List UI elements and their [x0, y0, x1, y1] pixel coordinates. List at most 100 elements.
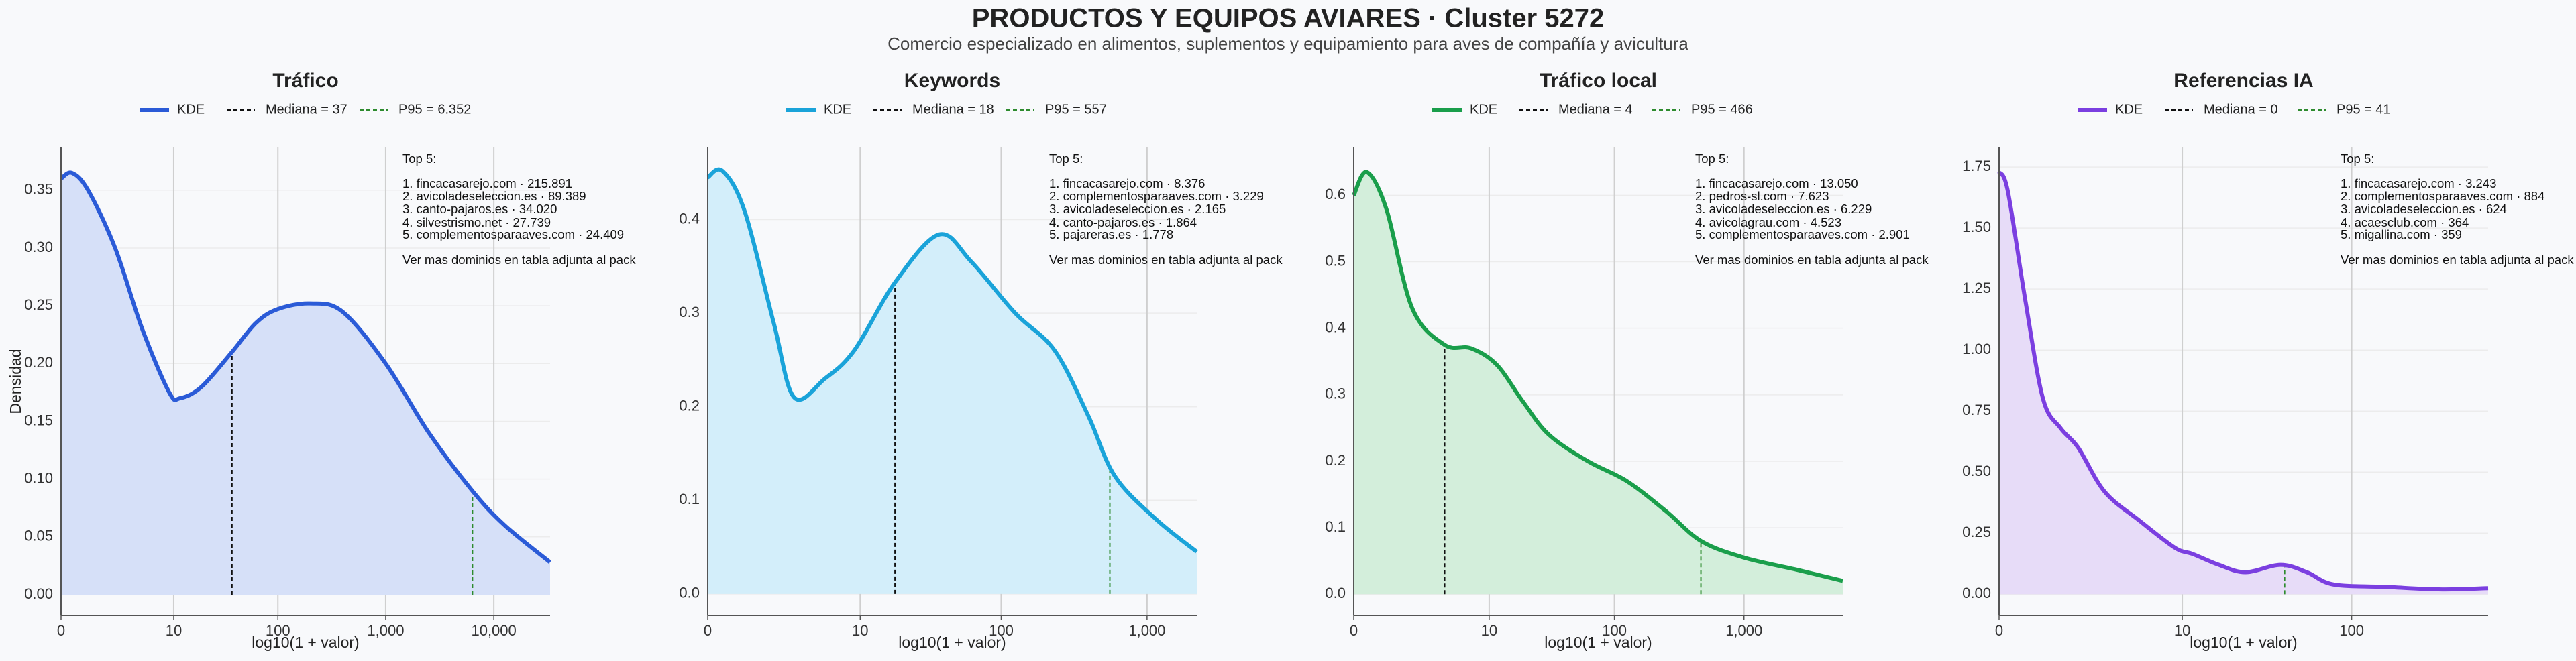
panel-title: Referencias IA: [2174, 70, 2313, 92]
kde-line: [1997, 170, 2489, 592]
annotation-line: 2. complementosparaaves.com · 3.229: [1049, 189, 1264, 203]
y-tick-label: 1.00: [1962, 341, 1991, 357]
kde-line: [60, 170, 551, 564]
legend-label: KDE: [177, 102, 205, 117]
y-tick-label: 0.25: [24, 296, 53, 313]
annotation-line: Top 5:: [1695, 152, 1729, 166]
y-tick-label: 0.6: [1325, 186, 1346, 202]
y-tick-label: 1.50: [1962, 219, 1991, 235]
y-tick-label: 0.30: [24, 239, 53, 255]
annotation-line: 1. fincacasarejo.com · 3.243: [2341, 176, 2496, 190]
annotation-line: Top 5:: [2341, 152, 2374, 166]
annotation-line: Ver mas dominios en tabla adjunta al pac…: [2341, 253, 2574, 267]
annotation-line: 2. avicoladeseleccion.es · 89.389: [402, 189, 586, 203]
legend-label: KDE: [1470, 102, 1497, 117]
kde-line: [706, 167, 1198, 554]
legend-label: Mediana = 37: [266, 102, 347, 117]
y-tick-label: 0.15: [24, 412, 53, 428]
x-tick-label: 1,000: [1725, 622, 1762, 639]
y-axis-label: Densidad: [7, 349, 24, 414]
y-tick-label: 0.2: [1325, 452, 1346, 469]
annotation-line: 1. fincacasarejo.com · 8.376: [1049, 176, 1205, 190]
y-tick-label: 0.25: [1962, 524, 1991, 540]
x-tick-label: 0: [1350, 622, 1358, 639]
panel-title: Keywords: [904, 70, 1000, 92]
x-tick-label: 10: [1481, 622, 1497, 639]
annotation-line: Top 5:: [402, 152, 436, 166]
legend-label: P95 = 41: [2337, 102, 2391, 117]
x-tick-label: 0: [57, 622, 65, 639]
y-tick-label: 0.0: [679, 585, 700, 601]
y-tick-label: 0.3: [1325, 385, 1346, 402]
annotation-line: Ver mas dominios en tabla adjunta al pac…: [1049, 253, 1283, 267]
annotation-line: 5. complementosparaaves.com · 24.409: [402, 227, 624, 241]
y-tick-label: 0.4: [1325, 318, 1346, 335]
x-tick-label: 10,000: [471, 622, 516, 639]
annotation-line: 5. migallina.com · 359: [2341, 227, 2462, 241]
x-tick-label: 0: [1995, 622, 2003, 639]
y-tick-label: 0.1: [1325, 518, 1346, 535]
annotation-line: 5. pajareras.es · 1.778: [1049, 227, 1173, 241]
annotation-line: 4. canto-pajaros.es · 1.864: [1049, 215, 1197, 229]
annotation-line: 4. avicolagrau.com · 4.523: [1695, 215, 1841, 229]
y-tick-label: 0.1: [679, 491, 700, 507]
y-tick-label: 0.35: [24, 181, 53, 198]
legend-label: P95 = 557: [1045, 102, 1107, 117]
annotation-line: 1. fincacasarejo.com · 215.891: [402, 176, 572, 190]
legend-label: KDE: [824, 102, 851, 117]
page-title: PRODUCTOS Y EQUIPOS AVIARES · Cluster 52…: [972, 4, 1605, 34]
annotation-line: 2. complementosparaaves.com · 884: [2341, 189, 2544, 203]
annotation-line: Ver mas dominios en tabla adjunta al pac…: [402, 253, 636, 267]
legend-label: P95 = 466: [1691, 102, 1753, 117]
y-tick-label: 0.3: [679, 304, 700, 320]
y-tick-label: 0.05: [24, 528, 53, 544]
annotation-line: 2. pedros-sl.com · 7.623: [1695, 189, 1829, 203]
panel-title: Tráfico local: [1540, 70, 1657, 92]
annotation-line: 3. canto-pajaros.es · 34.020: [402, 202, 557, 216]
x-tick-label: 1,000: [367, 622, 404, 639]
legend-label: KDE: [2115, 102, 2143, 117]
panel-title: Tráfico: [272, 70, 338, 92]
page-subtitle: Comercio especializado en alimentos, sup…: [888, 34, 1688, 54]
annotation-line: 4. acaesclub.com · 364: [2341, 215, 2469, 229]
y-tick-label: 0.00: [1962, 585, 1991, 601]
kde-area: [61, 172, 550, 595]
kde-area: [708, 169, 1197, 594]
x-tick-label: 0: [704, 622, 712, 639]
x-axis-label: log10(1 + valor): [2190, 634, 2297, 651]
y-tick-label: 0.20: [24, 354, 53, 371]
annotation-line: 3. avicoladeseleccion.es · 2.165: [1049, 202, 1226, 216]
y-tick-label: 0.75: [1962, 402, 1991, 418]
legend-label: Mediana = 0: [2204, 102, 2278, 117]
annotation-line: Top 5:: [1049, 152, 1083, 166]
x-axis-label: log10(1 + valor): [898, 634, 1006, 651]
x-tick-label: 100: [1602, 622, 1627, 639]
x-tick-label: 10: [2174, 622, 2190, 639]
y-tick-label: 0.00: [24, 585, 53, 602]
y-tick-label: 0.10: [24, 469, 53, 486]
y-tick-label: 0.0: [1325, 585, 1346, 601]
annotation-line: 3. avicoladeseleccion.es · 6.229: [1695, 202, 1872, 216]
annotation-line: 5. complementosparaaves.com · 2.901: [1695, 227, 1910, 241]
kde-area: [1999, 172, 2488, 595]
legend-label: Mediana = 18: [912, 102, 994, 117]
x-tick-label: 100: [2339, 622, 2364, 639]
x-tick-label: 10: [852, 622, 868, 639]
x-tick-label: 100: [266, 622, 290, 639]
annotation-line: 4. silvestrismo.net · 27.739: [402, 215, 551, 229]
kde-line: [1352, 170, 1843, 583]
y-tick-label: 0.4: [679, 210, 700, 227]
y-tick-label: 1.75: [1962, 158, 1991, 174]
x-tick-label: 100: [989, 622, 1014, 639]
kde-area: [1354, 172, 1843, 595]
annotation-line: 1. fincacasarejo.com · 13.050: [1695, 176, 1858, 190]
x-axis-label: log10(1 + valor): [252, 634, 359, 651]
y-tick-label: 0.50: [1962, 463, 1991, 479]
annotation-line: Ver mas dominios en tabla adjunta al pac…: [1695, 253, 1929, 267]
y-tick-label: 1.25: [1962, 280, 1991, 296]
annotation-line: 3. avicoladeseleccion.es · 624: [2341, 202, 2507, 216]
legend-label: Mediana = 4: [1558, 102, 1633, 117]
y-tick-label: 0.2: [679, 398, 700, 414]
x-tick-label: 10: [166, 622, 182, 639]
